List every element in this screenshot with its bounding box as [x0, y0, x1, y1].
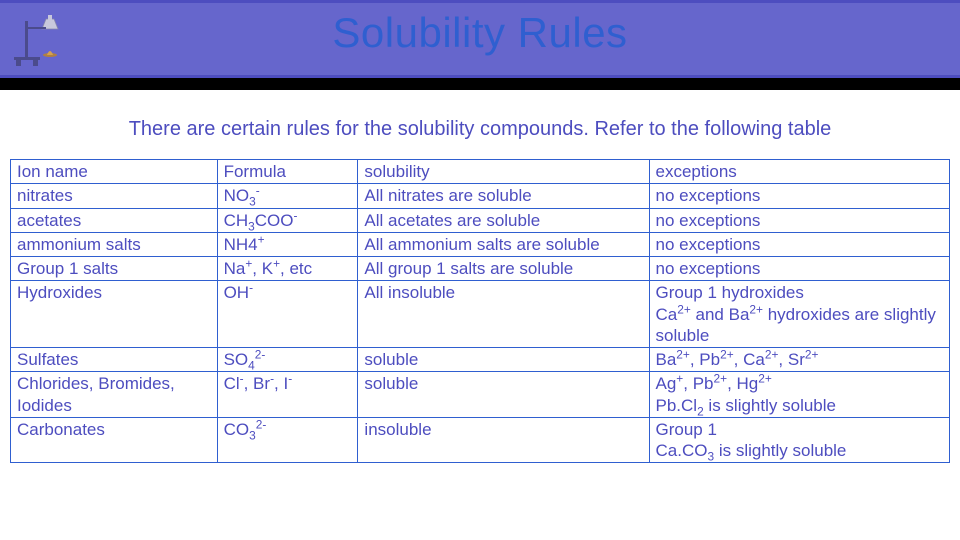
formula-cell: NH4+ [217, 232, 358, 256]
table-row: ammonium saltsNH4+All ammonium salts are… [11, 232, 950, 256]
exceptions-cell: Ba2+, Pb2+, Ca2+, Sr2+ [649, 348, 950, 372]
table-row: Chlorides, Bromides, IodidesCl-, Br-, I-… [11, 372, 950, 418]
ion-name-cell: Carbonates [11, 417, 218, 463]
solubility-table: Ion nameFormulasolubilityexceptionsnitra… [10, 159, 950, 463]
solubility-cell: soluble [358, 372, 649, 418]
formula-cell: CH3COO- [217, 208, 358, 232]
ion-name-cell: acetates [11, 208, 218, 232]
column-header: exceptions [649, 160, 950, 184]
solubility-cell: All ammonium salts are soluble [358, 232, 649, 256]
formula-cell: SO42- [217, 348, 358, 372]
exceptions-cell: Group 1 hydroxidesCa2+ and Ba2+ hydroxid… [649, 281, 950, 348]
exceptions-cell: no exceptions [649, 257, 950, 281]
intro-text: There are certain rules for the solubili… [0, 118, 960, 141]
exceptions-cell: Ag+, Pb2+, Hg2+Pb.Cl2 is slightly solubl… [649, 372, 950, 418]
ion-name-cell: Group 1 salts [11, 257, 218, 281]
header-band: Solubility Rules [0, 0, 960, 78]
table-row: Group 1 saltsNa+, K+, etcAll group 1 sal… [11, 257, 950, 281]
ion-name-cell: ammonium salts [11, 232, 218, 256]
column-header: Formula [217, 160, 358, 184]
table-row: SulfatesSO42-solubleBa2+, Pb2+, Ca2+, Sr… [11, 348, 950, 372]
solubility-cell: soluble [358, 348, 649, 372]
formula-cell: Na+, K+, etc [217, 257, 358, 281]
table-row: CarbonatesCO32-insolubleGroup 1Ca.CO3 is… [11, 417, 950, 463]
table-row: acetatesCH3COO-All acetates are solublen… [11, 208, 950, 232]
column-header: solubility [358, 160, 649, 184]
solubility-cell: All group 1 salts are soluble [358, 257, 649, 281]
formula-cell: OH- [217, 281, 358, 348]
exceptions-cell: no exceptions [649, 184, 950, 208]
black-divider [0, 78, 960, 90]
solubility-cell: insoluble [358, 417, 649, 463]
ion-name-cell: Chlorides, Bromides, Iodides [11, 372, 218, 418]
exceptions-cell: no exceptions [649, 208, 950, 232]
exceptions-cell: Group 1Ca.CO3 is slightly soluble [649, 417, 950, 463]
solubility-cell: All insoluble [358, 281, 649, 348]
page-title: Solubility Rules [0, 9, 960, 57]
table-row: HydroxidesOH-All insolubleGroup 1 hydrox… [11, 281, 950, 348]
ion-name-cell: Sulfates [11, 348, 218, 372]
solubility-cell: All nitrates are soluble [358, 184, 649, 208]
ion-name-cell: nitrates [11, 184, 218, 208]
solubility-cell: All acetates are soluble [358, 208, 649, 232]
exceptions-cell: no exceptions [649, 232, 950, 256]
formula-cell: Cl-, Br-, I- [217, 372, 358, 418]
formula-cell: NO3- [217, 184, 358, 208]
column-header: Ion name [11, 160, 218, 184]
formula-cell: CO32- [217, 417, 358, 463]
ion-name-cell: Hydroxides [11, 281, 218, 348]
table-row: nitratesNO3-All nitrates are solubleno e… [11, 184, 950, 208]
